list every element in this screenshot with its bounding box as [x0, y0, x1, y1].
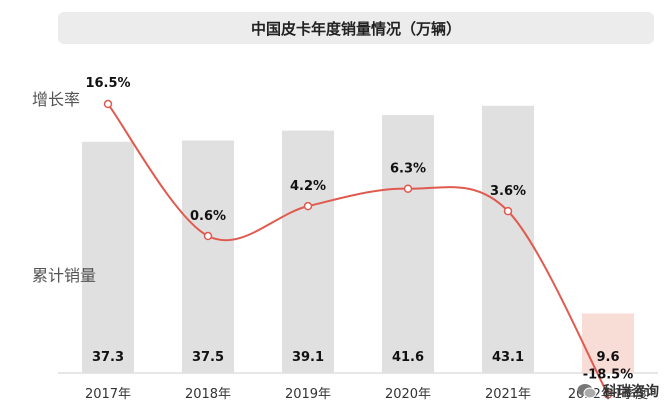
growth-value-label-0: 16.5% — [85, 76, 130, 91]
wechat-icon — [577, 384, 597, 399]
growth-line-layer — [103, 99, 613, 399]
brand-watermark: 科瑞咨询 — [577, 381, 659, 401]
bar-value-label-4: 43.1 — [492, 350, 524, 365]
chart-title: 中国皮卡年度销量情况（万辆） — [250, 19, 461, 38]
x-tick-label-0: 2017年 — [85, 387, 131, 402]
labels-layer: 37.3 2017年 37.5 2018年 39.1 2019年 41.6 2020年 43.1… — [85, 76, 648, 402]
growth-rate-line — [107, 103, 609, 396]
growth-value-label-5: -18.5% — [583, 368, 634, 383]
brand-text: 科瑞咨询 — [603, 384, 659, 400]
bar-0 — [82, 141, 134, 373]
bar-value-label-0: 37.3 — [92, 350, 124, 365]
bar-series-label: 累计销量 — [32, 266, 97, 285]
growth-value-label-4: 3.6% — [490, 184, 526, 199]
growth-point-2 — [303, 201, 313, 211]
x-tick-label-3: 2020年 — [385, 387, 431, 402]
bar-2 — [282, 130, 334, 373]
bar-value-label-1: 37.5 — [192, 350, 224, 365]
x-tick-label-4: 2021年 — [485, 387, 531, 402]
bar-value-label-5: 9.6 — [596, 350, 619, 365]
bar-value-label-3: 41.6 — [392, 350, 424, 365]
bar-4 — [482, 105, 534, 373]
growth-point-1 — [203, 231, 213, 241]
bars-layer — [58, 105, 658, 374]
chart-title-bar: 中国皮卡年度销量情况（万辆） — [58, 12, 654, 44]
x-tick-label-2: 2019年 — [285, 387, 331, 402]
growth-point-0 — [103, 99, 113, 109]
growth-point-4 — [503, 206, 513, 216]
growth-point-3 — [403, 184, 413, 193]
bar-5 — [582, 313, 634, 373]
line-series-label: 增长率 — [32, 90, 81, 109]
growth-value-label-2: 4.2% — [290, 179, 326, 194]
growth-point-5 — [603, 390, 613, 399]
bar-value-label-2: 39.1 — [292, 350, 324, 365]
bar-3 — [382, 115, 434, 373]
growth-value-label-3: 6.3% — [390, 162, 426, 177]
x-tick-label-1: 2018年 — [185, 387, 231, 402]
growth-value-label-1: 0.6% — [190, 209, 226, 224]
bar-1 — [182, 140, 234, 373]
